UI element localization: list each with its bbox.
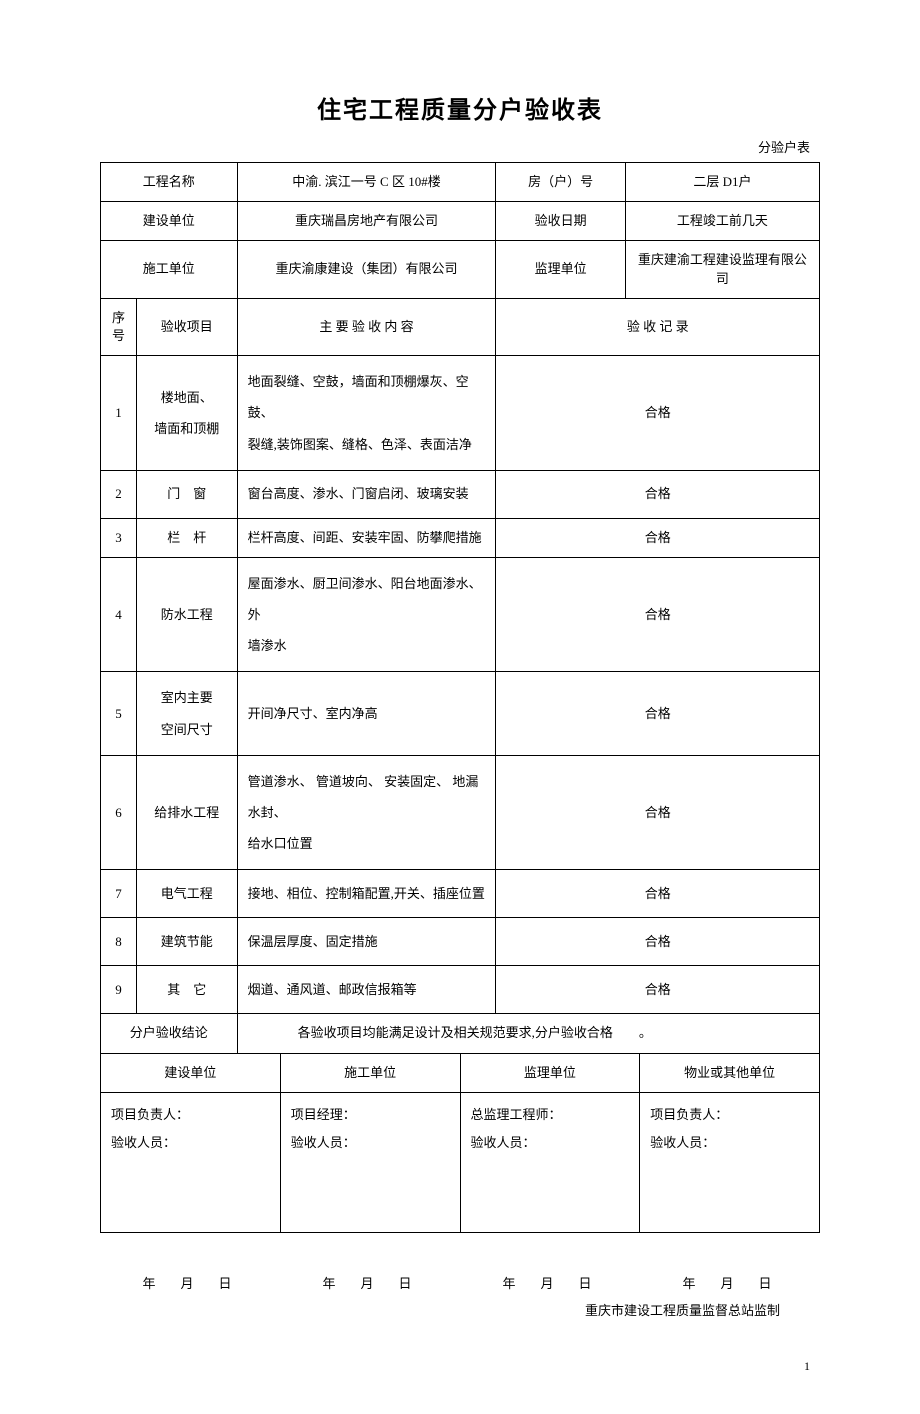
- sig-header-supervisor: 监理单位: [460, 1054, 640, 1093]
- col-seq: 序号: [101, 298, 137, 355]
- table-row: 8 建筑节能 保温层厚度、固定措施 合格: [101, 918, 820, 966]
- cell-record: 合格: [496, 918, 820, 966]
- date-placeholder: 年 月 日: [682, 1273, 777, 1292]
- cell-item: 电气工程: [136, 870, 237, 918]
- inspection-rows: 1 楼地面、墙面和顶棚 地面裂缝、空鼓，墙面和顶棚爆灰、空鼓、裂缝,装饰图案、缝…: [101, 356, 820, 1014]
- sig-block-supervisor: 总监理工程师： 验收人员：: [460, 1092, 640, 1232]
- role-project-leader: 项目负责人：: [650, 1107, 728, 1122]
- table-row: 2 门 窗 窗台高度、渗水、门窗启闭、玻璃安装 合格: [101, 470, 820, 518]
- cell-content: 开间净尺寸、室内净高: [237, 672, 496, 755]
- cell-seq: 1: [101, 356, 137, 471]
- sig-block-construction: 项目负责人： 验收人员：: [101, 1092, 281, 1232]
- cell-content: 栏杆高度、间距、安装牢固、防攀爬措施: [237, 518, 496, 557]
- conclusion-label: 分户验收结论: [101, 1014, 238, 1053]
- role-inspector: 验收人员：: [111, 1135, 176, 1150]
- value-room-number: 二层 D1户: [625, 163, 819, 202]
- label-contractor: 施工单位: [101, 241, 238, 298]
- signature-body-row: 项目负责人： 验收人员： 项目经理： 验收人员： 总监理工程师： 验收人员： 项…: [101, 1092, 820, 1232]
- label-project-name: 工程名称: [101, 163, 238, 202]
- role-inspector: 验收人员：: [650, 1135, 715, 1150]
- cell-content: 窗台高度、渗水、门窗启闭、玻璃安装: [237, 470, 496, 518]
- table-row: 3 栏 杆 栏杆高度、间距、安装牢固、防攀爬措施 合格: [101, 518, 820, 557]
- cell-seq: 8: [101, 918, 137, 966]
- cell-seq: 3: [101, 518, 137, 557]
- label-room-number: 房（户）号: [496, 163, 625, 202]
- cell-content: 管道渗水、 管道坡向、 安装固定、 地漏水封、给水口位置: [237, 755, 496, 870]
- table-row: 1 楼地面、墙面和顶棚 地面裂缝、空鼓，墙面和顶棚爆灰、空鼓、裂缝,装饰图案、缝…: [101, 356, 820, 471]
- role-project-manager: 项目经理：: [291, 1107, 356, 1122]
- cell-content: 保温层厚度、固定措施: [237, 918, 496, 966]
- col-record: 验 收 记 录: [496, 298, 820, 355]
- sig-header-property: 物业或其他单位: [640, 1054, 820, 1093]
- document-subtitle: 分验户表: [100, 137, 820, 156]
- cell-item: 建筑节能: [136, 918, 237, 966]
- cell-record: 合格: [496, 470, 820, 518]
- cell-record: 合格: [496, 672, 820, 755]
- header-info-section: 工程名称 中渝. 滨江一号 C 区 10#楼 房（户）号 二层 D1户 建设单位…: [101, 163, 820, 299]
- conclusion-value: 各验收项目均能满足设计及相关规范要求,分户验收合格 。: [237, 1014, 819, 1053]
- sig-header-construction: 建设单位: [101, 1054, 281, 1093]
- cell-item: 门 窗: [136, 470, 237, 518]
- cell-content: 烟道、通风道、邮政信报箱等: [237, 966, 496, 1014]
- header-row-project: 工程名称 中渝. 滨江一号 C 区 10#楼 房（户）号 二层 D1户: [101, 163, 820, 202]
- cell-seq: 2: [101, 470, 137, 518]
- cell-record: 合格: [496, 966, 820, 1014]
- table-row: 5 室内主要空间尺寸 开间净尺寸、室内净高 合格: [101, 672, 820, 755]
- cell-record: 合格: [496, 557, 820, 672]
- value-supervisor: 重庆建渝工程建设监理有限公司: [625, 241, 819, 298]
- cell-item: 室内主要空间尺寸: [136, 672, 237, 755]
- value-acceptance-date: 工程竣工前几天: [625, 202, 819, 241]
- sig-header-contractor: 施工单位: [280, 1054, 460, 1093]
- header-row-contractor: 施工单位 重庆渝康建设（集团）有限公司 监理单位 重庆建渝工程建设监理有限公司: [101, 241, 820, 298]
- value-project-name: 中渝. 滨江一号 C 区 10#楼: [237, 163, 496, 202]
- cell-record: 合格: [496, 755, 820, 870]
- cell-record: 合格: [496, 870, 820, 918]
- role-project-leader: 项目负责人：: [111, 1107, 189, 1122]
- cell-record: 合格: [496, 518, 820, 557]
- cell-record: 合格: [496, 356, 820, 471]
- cell-item: 栏 杆: [136, 518, 237, 557]
- role-chief-supervisor: 总监理工程师：: [471, 1107, 562, 1122]
- cell-item: 楼地面、墙面和顶棚: [136, 356, 237, 471]
- label-supervisor: 监理单位: [496, 241, 625, 298]
- cell-item: 其 它: [136, 966, 237, 1014]
- date-row: 年 月 日 年 月 日 年 月 日 年 月 日: [100, 1273, 820, 1292]
- table-row: 9 其 它 烟道、通风道、邮政信报箱等 合格: [101, 966, 820, 1014]
- cell-seq: 7: [101, 870, 137, 918]
- cell-seq: 6: [101, 755, 137, 870]
- date-placeholder: 年 月 日: [502, 1273, 597, 1292]
- col-item: 验收项目: [136, 298, 237, 355]
- header-row-construction: 建设单位 重庆瑞昌房地产有限公司 验收日期 工程竣工前几天: [101, 202, 820, 241]
- value-contractor: 重庆渝康建设（集团）有限公司: [237, 241, 496, 298]
- cell-content: 地面裂缝、空鼓，墙面和顶棚爆灰、空鼓、裂缝,装饰图案、缝格、色泽、表面洁净: [237, 356, 496, 471]
- label-acceptance-date: 验收日期: [496, 202, 625, 241]
- conclusion-section: 分户验收结论 各验收项目均能满足设计及相关规范要求,分户验收合格 。: [101, 1014, 820, 1053]
- date-placeholder: 年 月 日: [142, 1273, 237, 1292]
- cell-item: 给排水工程: [136, 755, 237, 870]
- role-inspector: 验收人员：: [291, 1135, 356, 1150]
- column-headers: 序号 验收项目 主 要 验 收 内 容 验 收 记 录: [101, 298, 820, 355]
- cell-seq: 5: [101, 672, 137, 755]
- cell-seq: 9: [101, 966, 137, 1014]
- cell-item: 防水工程: [136, 557, 237, 672]
- sig-block-contractor: 项目经理： 验收人员：: [280, 1092, 460, 1232]
- col-content: 主 要 验 收 内 容: [237, 298, 496, 355]
- signature-table: 建设单位 施工单位 监理单位 物业或其他单位 项目负责人： 验收人员： 项目经理…: [100, 1054, 820, 1233]
- signature-header-row: 建设单位 施工单位 监理单位 物业或其他单位: [101, 1054, 820, 1093]
- value-construction-unit: 重庆瑞昌房地产有限公司: [237, 202, 496, 241]
- role-inspector: 验收人员：: [471, 1135, 536, 1150]
- page-number: 1: [100, 1359, 820, 1374]
- cell-content: 接地、相位、控制箱配置,开关、插座位置: [237, 870, 496, 918]
- label-construction-unit: 建设单位: [101, 202, 238, 241]
- cell-seq: 4: [101, 557, 137, 672]
- table-row: 6 给排水工程 管道渗水、 管道坡向、 安装固定、 地漏水封、给水口位置 合格: [101, 755, 820, 870]
- acceptance-table: 工程名称 中渝. 滨江一号 C 区 10#楼 房（户）号 二层 D1户 建设单位…: [100, 162, 820, 1054]
- table-row: 7 电气工程 接地、相位、控制箱配置,开关、插座位置 合格: [101, 870, 820, 918]
- sig-block-property: 项目负责人： 验收人员：: [640, 1092, 820, 1232]
- table-row: 4 防水工程 屋面渗水、厨卫间渗水、阳台地面渗水、外墙渗水 合格: [101, 557, 820, 672]
- cell-content: 屋面渗水、厨卫间渗水、阳台地面渗水、外墙渗水: [237, 557, 496, 672]
- date-placeholder: 年 月 日: [322, 1273, 417, 1292]
- document-title: 住宅工程质量分户验收表: [100, 90, 820, 125]
